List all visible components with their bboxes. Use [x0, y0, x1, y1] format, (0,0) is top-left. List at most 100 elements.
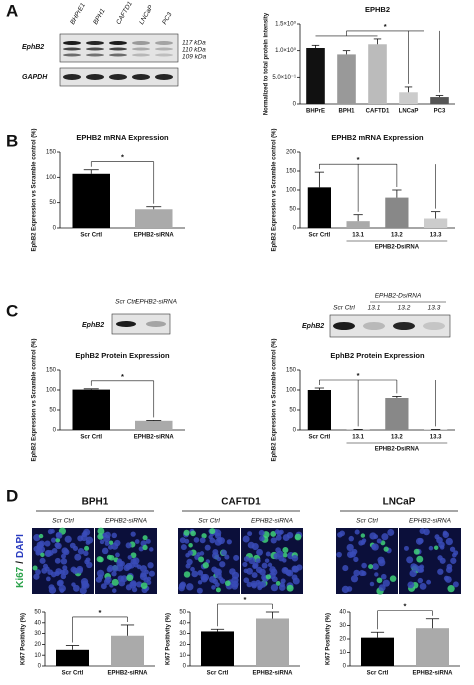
bar: [399, 92, 418, 104]
significance-mark: *: [357, 371, 360, 380]
cell-nucleus: [264, 558, 270, 563]
cell-nucleus: [417, 577, 424, 584]
cell-nucleus: [229, 568, 236, 575]
x-tick-label: BPH1: [338, 109, 355, 115]
condition-label: Scr Ctrl: [356, 518, 378, 525]
row-label: EphB2: [22, 44, 44, 51]
cell-nucleus: [243, 577, 250, 584]
cell-nucleus: [247, 531, 253, 537]
y-tick-label: 0: [343, 664, 347, 670]
cell-nucleus: [108, 554, 115, 561]
chart-title: EPHB2: [365, 5, 390, 14]
stain-part: Ki67: [15, 566, 26, 588]
cell-nucleus: [80, 578, 89, 586]
cell-nucleus: [190, 566, 195, 572]
cell-nucleus: [252, 562, 259, 569]
cell-nucleus: [82, 530, 88, 536]
blot-band: [86, 74, 104, 80]
cell-nucleus: [100, 583, 107, 590]
cell-nucleus: [39, 557, 46, 564]
cell-nucleus: [61, 553, 66, 559]
cell-nucleus: [382, 579, 390, 587]
chart-title: EPHB2 mRNA Expression: [76, 133, 169, 142]
cell-nucleus: [415, 537, 423, 545]
cell-nucleus: [376, 577, 383, 584]
cell-nucleus: [41, 567, 48, 574]
panel-letter: C: [6, 301, 18, 320]
blot-band: [132, 41, 150, 45]
x-tick-label: EPHB2-siRNA: [252, 671, 293, 677]
cell-nucleus: [251, 543, 259, 551]
x-axis-label: EPHB2-DsiRNA: [375, 447, 420, 453]
cell-nucleus: [372, 563, 379, 571]
cell-nucleus: [419, 528, 426, 534]
cell-nucleus: [142, 544, 148, 551]
x-tick-label: Scr Crtl: [309, 233, 331, 239]
y-axis-label: Ki67 Positivity (%): [21, 613, 27, 665]
cell-nucleus: [261, 562, 268, 569]
cell-nucleus: [72, 584, 80, 592]
bar: [346, 221, 370, 228]
cell-nucleus: [37, 545, 46, 554]
bar: [307, 187, 331, 228]
cell-nucleus: [409, 569, 417, 578]
group-title: LNCaP: [383, 497, 416, 508]
chart-title: EPHB2 mRNA Expression: [331, 133, 424, 142]
cell-nucleus: [44, 549, 52, 557]
y-axis-label: EphB2 Expression vs Scramble control (%): [32, 338, 38, 461]
cell-nucleus: [373, 534, 379, 539]
cell-nucleus: [383, 546, 389, 552]
lane-label: 13.2: [398, 305, 411, 312]
cell-nucleus: [380, 573, 387, 580]
cell-nucleus: [190, 530, 196, 537]
cell-nucleus: [40, 552, 45, 558]
x-tick-label: CAFTD1: [366, 109, 390, 115]
cell-nucleus: [251, 572, 258, 579]
y-tick-label: 100: [286, 388, 297, 394]
y-tick-label: 200: [286, 150, 297, 156]
blot-band: [155, 53, 173, 57]
row-label: EphB2: [82, 322, 104, 329]
bar: [256, 618, 289, 666]
cell-nucleus: [406, 556, 414, 564]
blot-band: [63, 74, 81, 80]
cell-nucleus: [145, 538, 151, 544]
x-tick-label: Scr Crtl: [367, 671, 389, 677]
cell-nucleus: [226, 539, 232, 545]
lane-label: Scr Ctrl: [333, 305, 355, 312]
cell-nucleus: [85, 557, 91, 563]
cell-nucleus: [426, 579, 432, 585]
cell-nucleus: [106, 566, 113, 573]
cell-nucleus: [86, 561, 93, 569]
cell-nucleus: [62, 565, 68, 571]
bar: [385, 197, 409, 228]
cell-nucleus: [242, 561, 248, 568]
group-title: BPH1: [82, 497, 109, 508]
blot-band: [393, 322, 415, 330]
cell-nucleus: [180, 544, 187, 551]
cell-nucleus: [267, 562, 273, 568]
y-axis-label: Ki67 Positivity (%): [166, 613, 172, 665]
cell-nucleus: [148, 570, 155, 577]
x-tick-label: 13.1: [352, 233, 364, 239]
y-axis-label: EphB2 Expression vs Scramble control (%): [272, 128, 278, 251]
cell-nucleus: [42, 563, 49, 569]
cell-nucleus: [279, 582, 285, 588]
cell-nucleus: [294, 533, 302, 541]
y-tick-label: 0: [293, 102, 297, 108]
cell-nucleus: [54, 557, 61, 564]
x-tick-label: EPHB2-siRNA: [134, 233, 175, 239]
cell-nucleus: [243, 568, 249, 574]
cell-nucleus: [246, 567, 253, 575]
blot-band: [423, 322, 445, 330]
lane-label: CAFTD1: [115, 0, 134, 26]
cell-nucleus: [248, 557, 256, 565]
cell-nucleus: [275, 581, 281, 586]
y-tick-label: 20: [179, 642, 186, 648]
blot-band: [109, 74, 127, 80]
cell-nucleus: [187, 550, 193, 556]
cell-nucleus: [44, 540, 51, 547]
significance-mark: *: [121, 372, 124, 381]
cell-nucleus: [212, 549, 219, 555]
cell-nucleus: [403, 545, 409, 551]
